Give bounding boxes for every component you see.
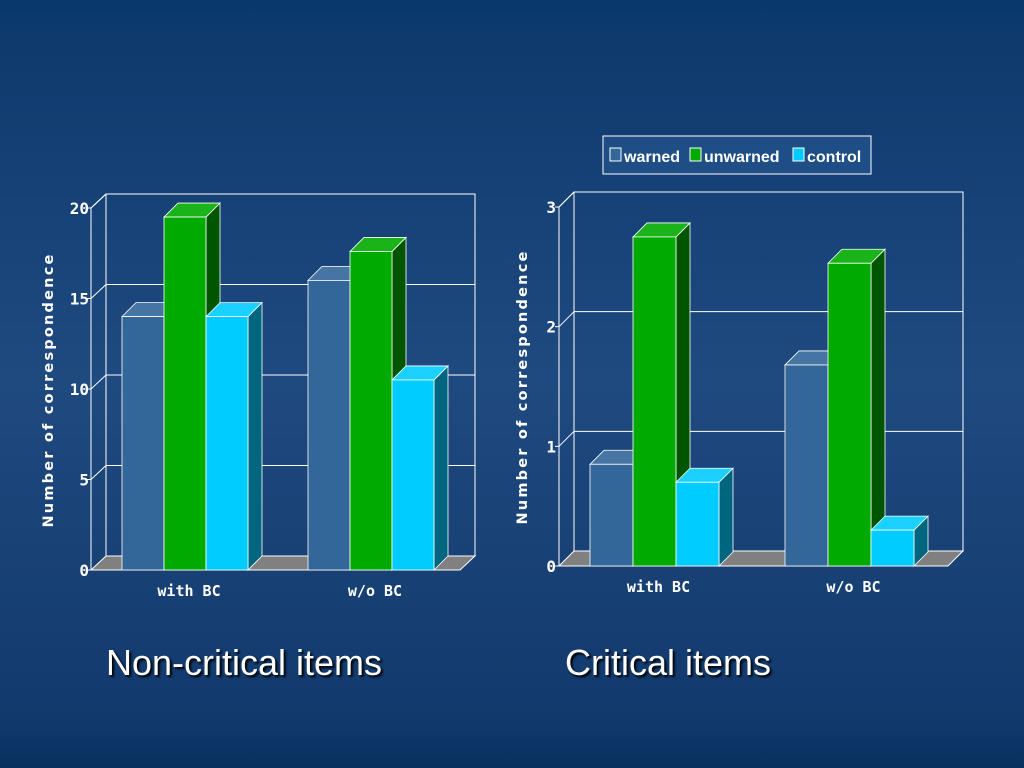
bar-front	[163, 216, 207, 571]
bar-side	[433, 364, 449, 571]
bar-front	[632, 236, 677, 567]
bar-side	[247, 301, 263, 571]
legend-swatch-warned	[609, 147, 622, 162]
bar-front	[784, 364, 829, 567]
gridline-side	[90, 193, 107, 209]
bar-front	[827, 262, 872, 567]
y-tick-label: 20	[70, 199, 89, 218]
gridline-side	[558, 191, 575, 208]
chart-non-critical: 0 5 10 15 20 Number of correspondence with BC w…	[41, 193, 477, 600]
x-category-label: with BC	[157, 582, 220, 600]
y-tick-label: 0	[79, 561, 89, 580]
y-tick-label: 2	[546, 318, 556, 337]
x-category-label: with BC	[627, 578, 690, 596]
legend-label-control: control	[807, 149, 861, 166]
caption-non-critical: Non-critical items	[106, 642, 383, 683]
gridline-side	[90, 374, 107, 390]
x-category-label: w/o BC	[826, 578, 880, 596]
y-axis-title: Number of correspondence	[515, 249, 531, 524]
bar-front	[349, 251, 393, 571]
bar-control-wo-bc	[391, 364, 449, 571]
y-tick-label: 15	[70, 290, 89, 309]
legend-box	[602, 135, 872, 175]
bar-front	[870, 529, 915, 567]
bar-front	[205, 316, 249, 571]
chart-critical: 0 1 2 3 Number of correspondence with BC w/o B…	[515, 191, 965, 596]
legend-label-warned: warned	[623, 149, 680, 166]
bar-control-with-bc	[675, 467, 734, 567]
bar-front	[121, 316, 165, 571]
bar-front	[307, 279, 351, 571]
bar-front	[675, 481, 720, 567]
legend: warned unwarned control	[602, 135, 872, 175]
bar-front	[391, 379, 435, 571]
bar-front	[589, 463, 634, 567]
gridline-side	[90, 465, 107, 480]
legend-label-unwarned: unwarned	[704, 149, 780, 166]
bar-unwarned-wo-bc	[827, 248, 886, 567]
y-tick-label: 5	[79, 471, 89, 490]
bar-control-with-bc	[205, 301, 263, 571]
bar-side	[718, 467, 734, 567]
bar-control-wo-bc	[870, 515, 929, 567]
gridline-side	[558, 430, 575, 447]
y-tick-label: 0	[546, 557, 556, 576]
gridline-side	[90, 284, 107, 299]
y-tick-label: 10	[70, 380, 89, 399]
legend-swatch-unwarned	[689, 147, 702, 162]
y-axis-title: Number of correspondence	[41, 252, 57, 527]
y-tick-label: 1	[546, 437, 556, 456]
y-tick-label: 3	[546, 198, 556, 217]
x-category-label: w/o BC	[348, 582, 402, 600]
caption-critical: Critical items	[565, 642, 772, 683]
legend-swatch-control	[792, 147, 805, 162]
gridline-side	[558, 311, 575, 328]
